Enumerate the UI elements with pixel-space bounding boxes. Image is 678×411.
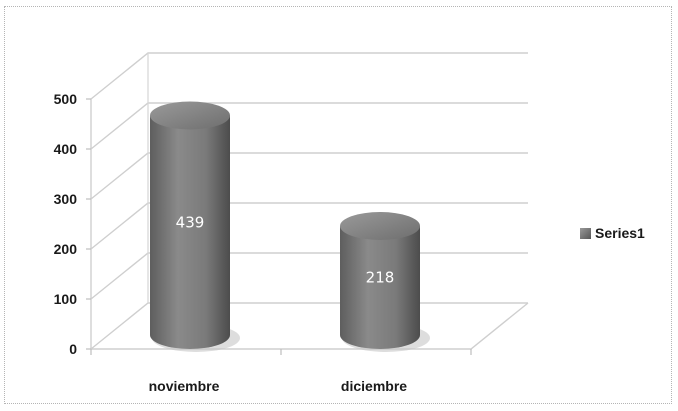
bar-top <box>340 212 420 240</box>
bar-chart: 0 100 200 300 400 500 439 218 noviembre diciemb… <box>54 52 645 394</box>
data-label: 218 <box>366 269 395 287</box>
bar-top <box>150 101 230 130</box>
bar: 439 <box>150 101 240 352</box>
data-label: 439 <box>176 213 205 231</box>
bar-body <box>340 226 420 349</box>
y-tick-label: 0 <box>69 341 77 357</box>
y-tick-label: 400 <box>54 141 78 157</box>
legend-label: Series1 <box>595 225 645 241</box>
legend: Series1 <box>580 225 645 241</box>
x-category-label: diciembre <box>341 378 407 394</box>
bar: 218 <box>340 212 430 352</box>
bar-body <box>150 115 230 349</box>
x-category-label: noviembre <box>149 378 220 394</box>
legend-swatch <box>580 228 591 239</box>
y-tick-label: 200 <box>54 241 78 257</box>
chart-area: 0 100 200 300 400 500 439 218 noviembre diciemb… <box>4 6 672 404</box>
y-axis-ticks: 0 100 200 300 400 500 <box>54 91 91 357</box>
x-axis-categories: noviembre diciembre <box>149 378 408 394</box>
y-tick-label: 500 <box>54 91 78 107</box>
y-tick-label: 300 <box>54 191 78 207</box>
bars: 439 218 <box>150 101 430 352</box>
legend-item: Series1 <box>580 225 645 241</box>
gridline <box>90 52 528 100</box>
y-tick-label: 100 <box>54 291 78 307</box>
